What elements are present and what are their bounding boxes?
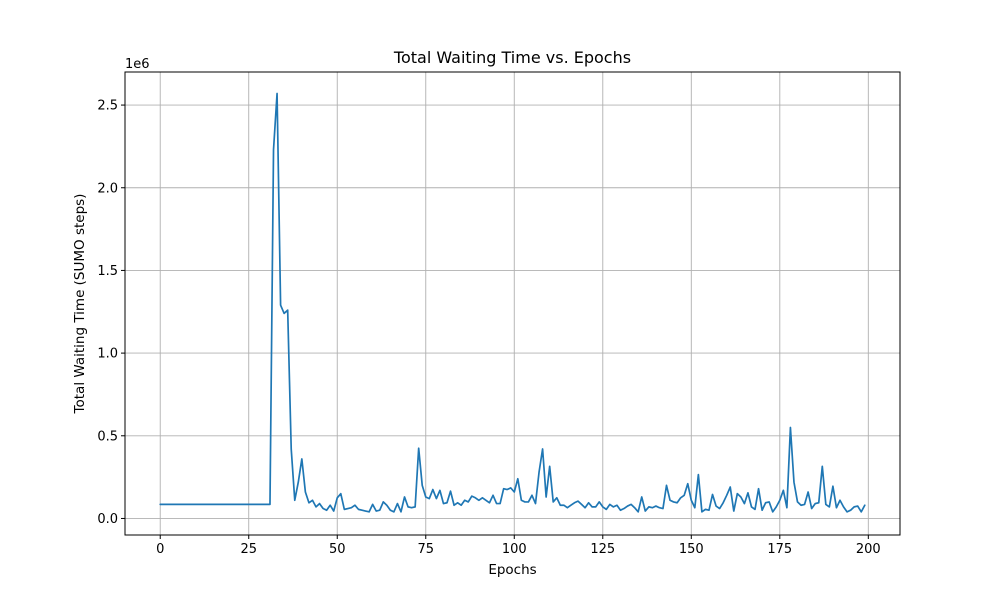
x-tick-label: 75 <box>417 542 434 557</box>
y-tick-label: 0.0 <box>97 512 118 527</box>
y-axis-ticks: 0.0 0.5 1.0 1.5 2.0 2.5 <box>97 99 125 527</box>
x-tick-label: 125 <box>590 542 615 557</box>
chart-title: Total Waiting Time vs. Epochs <box>393 48 631 67</box>
x-axis-ticks: 0 25 50 75 100 125 150 175 200 <box>156 535 881 557</box>
y-tick-label: 1.5 <box>97 264 118 279</box>
y-axis-label: Total Waiting Time (SUMO steps) <box>72 194 88 415</box>
x-tick-label: 200 <box>856 542 881 557</box>
x-tick-label: 175 <box>767 542 792 557</box>
x-axis-label: Epochs <box>488 562 536 578</box>
grid-lines <box>125 72 900 535</box>
series-line <box>159 92 866 513</box>
series-layer <box>159 92 866 513</box>
y-axis-offset-label: 1e6 <box>125 57 150 72</box>
y-tick-label: 0.5 <box>97 429 118 444</box>
plot-frame <box>124 71 901 536</box>
y-tick-label: 2.0 <box>97 181 118 196</box>
x-tick-label: 50 <box>329 542 346 557</box>
x-tick-label: 25 <box>240 542 257 557</box>
y-tick-label: 1.0 <box>97 347 118 362</box>
x-tick-label: 100 <box>502 542 527 557</box>
x-tick-label: 150 <box>679 542 704 557</box>
y-tick-label: 2.5 <box>97 99 118 114</box>
x-tick-label: 0 <box>156 542 164 557</box>
